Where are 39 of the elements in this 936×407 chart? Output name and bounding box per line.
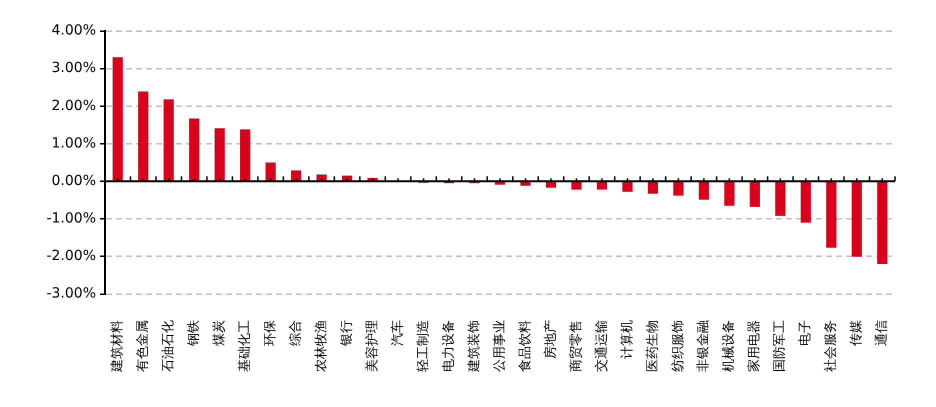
- x-tick-label: 家用电器: [746, 320, 762, 372]
- y-tick-label: 2.00%: [52, 98, 96, 114]
- x-tick-label: 建筑材料: [110, 320, 126, 373]
- x-tick-label: 非银金融: [696, 320, 712, 372]
- x-tick-label: 通信: [874, 320, 890, 346]
- x-tick-label: 基础化工: [238, 320, 253, 372]
- x-tick-label: 煤炭: [212, 320, 228, 346]
- x-tick-label: 纺织服饰: [670, 320, 686, 372]
- y-tick-label: 4.00%: [52, 22, 96, 39]
- x-tick-label: 社会服务: [824, 320, 839, 372]
- y-tick-label: -2.00%: [46, 248, 96, 264]
- x-tick-label: 钢铁: [186, 320, 202, 347]
- x-tick-label: 机械设备: [722, 320, 737, 372]
- x-tick-label: 房地产: [542, 320, 558, 359]
- x-tick-label: 美容护理: [364, 320, 380, 372]
- x-tick-label: 公用事业: [492, 320, 508, 372]
- y-tick-label: 3.00%: [52, 60, 96, 76]
- x-tick-label: 有色金属: [136, 320, 151, 372]
- y-tick-label: -3.00%: [46, 286, 96, 302]
- x-tick-label: 农林牧渔: [314, 320, 329, 372]
- y-tick-label: 0.00%: [52, 172, 96, 189]
- x-tick-label: 轻工制造: [416, 320, 431, 372]
- x-tick-label: 环保: [263, 320, 278, 346]
- x-tick-label: 医药生物: [645, 320, 660, 372]
- y-tick-label: 1.00%: [52, 135, 96, 152]
- x-tick-label: 食品饮料: [518, 320, 533, 372]
- y-tick-label: -1.00%: [46, 210, 96, 226]
- x-tick-label: 电子: [798, 320, 814, 346]
- x-tick-label: 汽车: [390, 320, 406, 346]
- x-tick-label: 电力设备: [441, 320, 456, 372]
- x-tick-label: 交通运输: [593, 320, 610, 372]
- x-tick-label: 国防军工: [772, 320, 788, 372]
- x-tick-label: 商贸零售: [568, 320, 584, 372]
- x-tick-label: 建筑装饰: [466, 320, 482, 373]
- x-tick-label: 石油石化: [161, 320, 176, 372]
- x-tick-label: 综合: [288, 320, 304, 346]
- x-tick-label: 传媒: [849, 320, 864, 346]
- x-tick-label: 计算机: [620, 320, 635, 359]
- x-tick-label: 银行: [339, 320, 354, 347]
